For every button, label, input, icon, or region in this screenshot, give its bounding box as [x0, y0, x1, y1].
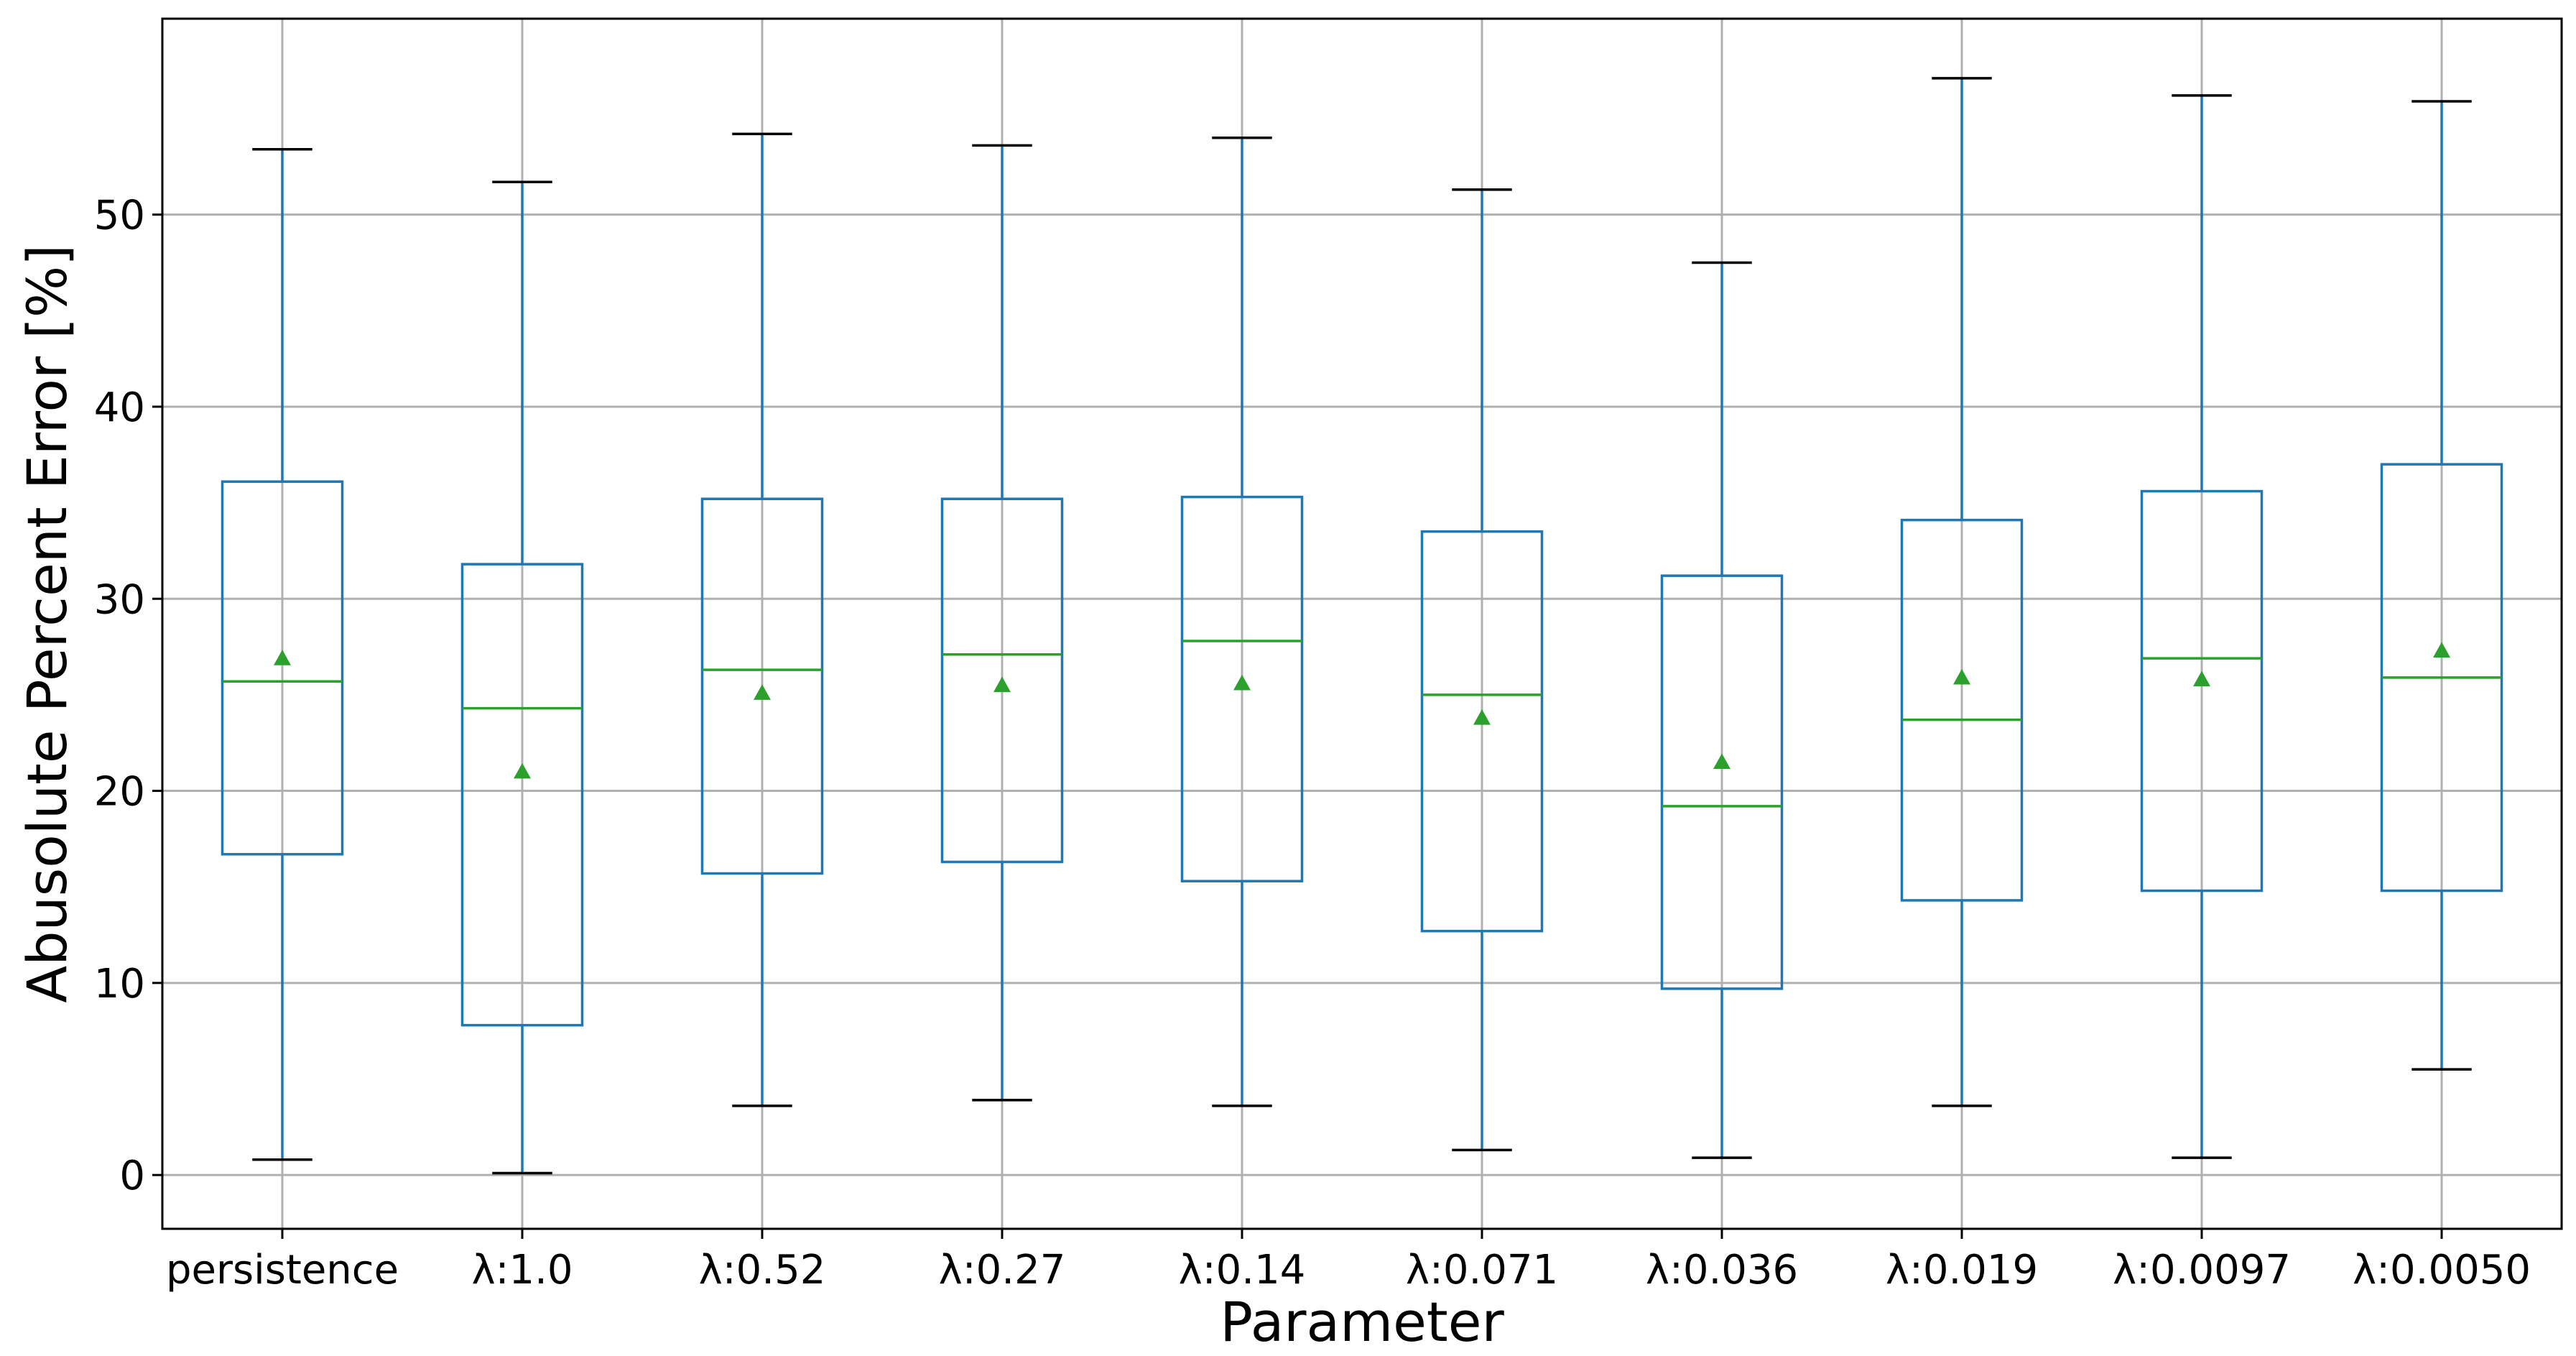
x-tick-label: λ:0.14 [1179, 1247, 1306, 1293]
y-tick-label: 10 [94, 961, 145, 1007]
box-group [2380, 100, 2503, 1071]
box-group [1660, 261, 1784, 1159]
box-group [221, 148, 344, 1161]
x-tick-label: λ:1.0 [471, 1247, 573, 1293]
y-tick-label: 30 [94, 576, 145, 623]
x-axis-title: Parameter [1220, 1290, 1504, 1354]
x-tick-label: λ:0.071 [1406, 1247, 1558, 1293]
mean-marker [1233, 674, 1251, 691]
mean-marker [754, 684, 771, 700]
box-group [940, 144, 1064, 1102]
iqr-box [1660, 574, 1784, 990]
iqr-box [940, 497, 1064, 864]
box-group [460, 180, 584, 1175]
iqr-box [460, 563, 584, 1027]
y-tick-label: 50 [94, 193, 145, 239]
x-tick-label: λ:0.0097 [2113, 1247, 2291, 1293]
box-group [700, 132, 824, 1107]
iqr-box [1900, 518, 2024, 902]
y-tick-label: 20 [94, 769, 145, 816]
mean-marker [1713, 753, 1731, 770]
x-tick-label: λ:0.0050 [2353, 1247, 2531, 1293]
iqr-box [700, 497, 824, 875]
x-tick-label: λ:0.27 [939, 1247, 1066, 1293]
iqr-box [221, 480, 344, 856]
plot-frame [161, 17, 2563, 1230]
iqr-box [1420, 530, 1544, 933]
y-axis-ticks: 0 10 20 30 40 50 [94, 193, 162, 1199]
mean-marker [274, 650, 291, 665]
x-tick-label: persistence [166, 1247, 399, 1293]
mean-marker [1953, 668, 1970, 685]
iqr-box [1180, 495, 1304, 882]
y-tick-label: 40 [94, 384, 145, 431]
iqr-box [2140, 489, 2264, 893]
x-tick-label: λ:0.019 [1886, 1247, 2038, 1293]
y-tick-label: 0 [119, 1153, 145, 1199]
box-group [1420, 188, 1544, 1152]
mean-marker [993, 676, 1011, 693]
box-group [1900, 77, 2024, 1107]
boxes [221, 77, 2503, 1175]
box-group [1180, 136, 1304, 1107]
mean-marker [2193, 670, 2210, 687]
y-axis-title: Abusolute Percent Error [%] [15, 244, 79, 1003]
mean-marker [1473, 709, 1491, 725]
box-group [2140, 94, 2264, 1159]
mean-marker [2433, 642, 2450, 658]
x-tick-label: λ:0.036 [1646, 1247, 1798, 1293]
x-axis-ticks: persistence λ:1.0 λ:0.52 λ:0.27 λ:0.14 λ:0.07… [166, 1229, 2531, 1293]
x-tick-label: λ:0.52 [699, 1247, 826, 1293]
mean-marker [514, 762, 531, 779]
